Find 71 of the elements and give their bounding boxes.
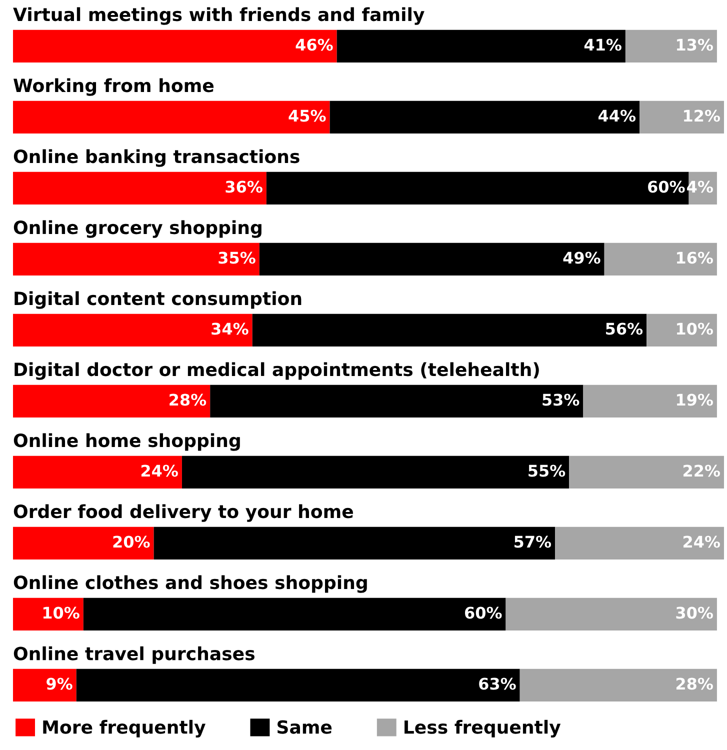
legend-label: Less frequently	[404, 720, 561, 738]
bar	[210, 384, 584, 418]
bar	[555, 526, 724, 560]
bar	[569, 456, 724, 488]
data-label: 46%	[296, 38, 333, 51]
legend-label: More frequently	[43, 720, 206, 738]
bar	[182, 456, 570, 488]
data-label: 60%	[465, 606, 502, 619]
data-label: 35%	[218, 252, 256, 264]
y-tick-label: Online travel purchases	[14, 646, 254, 664]
data-label: 55%	[528, 464, 566, 477]
bar	[13, 384, 210, 418]
data-label: 34%	[212, 322, 248, 335]
data-label: 19%	[677, 394, 713, 406]
bar	[583, 384, 717, 418]
bar	[252, 314, 647, 346]
data-label: 30%	[676, 606, 713, 619]
data-label: 60%	[648, 180, 685, 193]
bar	[604, 242, 717, 276]
data-label: 56%	[606, 322, 643, 335]
bar	[506, 598, 717, 630]
bar	[13, 314, 252, 346]
bar	[330, 100, 640, 134]
data-label: 28%	[676, 678, 713, 690]
data-label: 57%	[514, 536, 552, 548]
y-tick-label: Virtual meetings with friends and family	[13, 7, 424, 25]
data-label: 45%	[288, 110, 326, 122]
y-tick-label: Order food delivery to your home	[14, 504, 353, 522]
data-label: 53%	[542, 394, 580, 406]
bar	[13, 668, 76, 702]
y-tick-label: Online clothes and shoes shopping	[14, 575, 367, 593]
data-label: 36%	[226, 180, 262, 193]
bar	[13, 456, 182, 488]
bar	[76, 668, 520, 702]
y-tick-label: Online grocery shopping	[14, 220, 262, 238]
data-label: 24%	[141, 464, 178, 477]
data-label: 20%	[113, 536, 150, 548]
bar	[83, 598, 506, 630]
bar	[13, 100, 330, 134]
data-label: 49%	[563, 252, 600, 264]
bar	[13, 30, 337, 62]
data-label: 63%	[479, 678, 516, 690]
data-label: 22%	[684, 464, 720, 477]
bar	[625, 30, 717, 62]
bar	[646, 314, 717, 346]
data-label: 44%	[598, 110, 636, 122]
bar	[640, 100, 724, 134]
y-tick-label: Digital doctor or medical appointments (telehealth)	[14, 362, 539, 380]
bar	[266, 172, 689, 204]
bar	[13, 526, 154, 560]
bar	[154, 526, 556, 560]
bar	[520, 668, 717, 702]
bar	[13, 598, 84, 630]
legend-label: Same	[278, 720, 332, 734]
data-label: 10%	[677, 322, 713, 335]
bar	[259, 242, 604, 276]
bar	[336, 30, 626, 62]
y-tick-label: Digital content consumption	[14, 291, 302, 309]
y-tick-label: Online home shopping	[14, 433, 240, 451]
data-label: 13%	[677, 38, 713, 51]
data-label: 9%	[46, 678, 72, 690]
data-label: 41%	[584, 38, 622, 51]
data-label: 16%	[677, 252, 713, 264]
y-tick-label: Online banking transactions	[14, 149, 300, 167]
data-label: 12%	[684, 110, 720, 122]
bar	[13, 242, 260, 276]
y-tick-label: Working from home	[14, 78, 214, 96]
data-label: 24%	[684, 536, 720, 548]
bar	[13, 172, 266, 204]
data-label: 10%	[43, 606, 80, 619]
data-label: 28%	[170, 394, 206, 406]
